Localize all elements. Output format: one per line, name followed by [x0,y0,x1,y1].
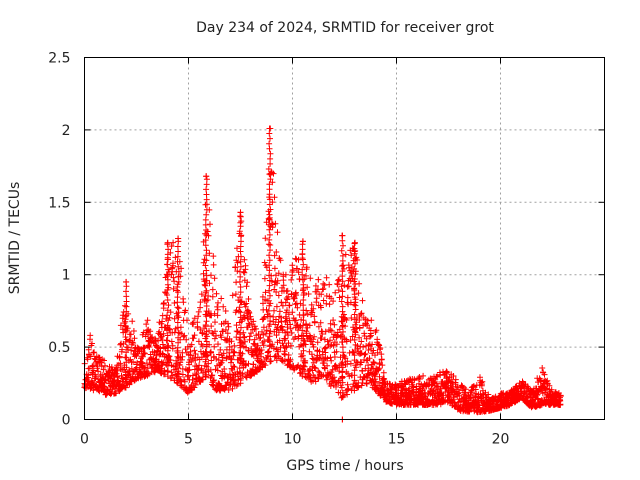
y-tick-label: 1 [62,268,71,284]
x-tick-label: 15 [388,432,406,448]
x-tick-label: 20 [492,432,510,448]
scatter-markers [81,125,564,423]
axis-ticks [84,57,605,420]
chart-title: Day 234 of 2024, SRMTID for receiver gro… [196,20,494,36]
y-tick-label: 0 [62,413,71,429]
x-tick-label: 10 [284,432,302,448]
x-tick-label: 5 [184,432,193,448]
y-tick-label: 1.5 [48,195,70,211]
spike-peak-point [339,232,346,239]
y-tick-labels: 0 0.5 1 1.5 2 2.5 [48,51,70,429]
spike-peak-point [175,235,182,242]
plot-frame [84,57,605,420]
x-tick-label: 0 [80,432,89,448]
spike-peak-point [123,278,130,285]
y-axis-label: SRMTID / TECUs [7,182,23,295]
x-axis-label: GPS time / hours [286,458,403,474]
spike-peak-point [299,238,306,245]
spike-peak-point [266,125,273,132]
spike-peak-point [237,209,244,216]
y-tick-label: 0.5 [48,340,70,356]
y-tick-label: 2.5 [48,51,70,67]
data-points [81,125,564,423]
spike-peak-point [351,239,358,246]
y-tick-label: 2 [62,123,71,139]
spike-peak-point [203,173,210,180]
x-tick-labels: 0 5 10 15 20 [80,432,509,448]
spike-peak-point [164,239,171,246]
